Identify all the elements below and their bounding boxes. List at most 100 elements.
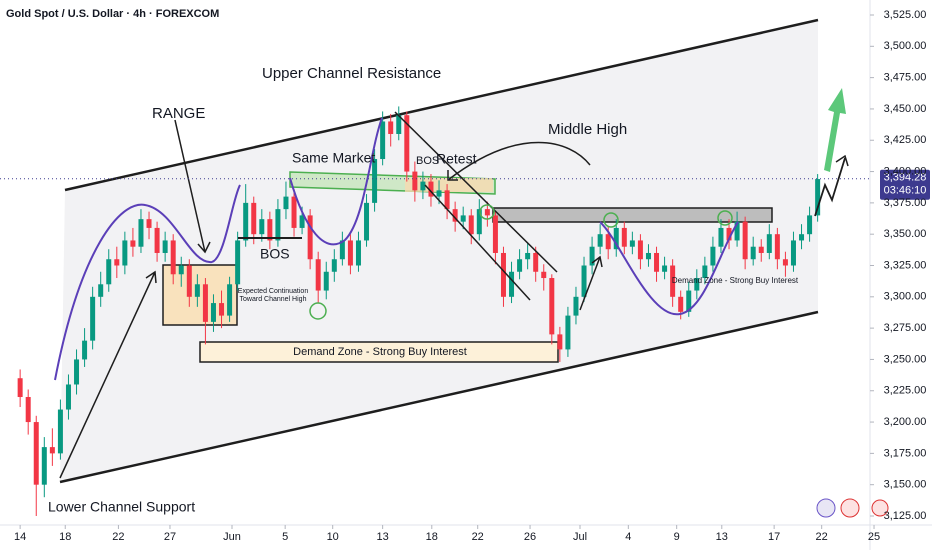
lower-channel-line — [59, 310, 819, 484]
x-tick-label: 13 — [377, 531, 389, 543]
candle-body — [799, 234, 805, 241]
curve — [599, 221, 739, 316]
y-tick-label: 3,450.00 — [884, 103, 927, 115]
candle-body — [436, 190, 442, 197]
annotation: Toward Channel High — [240, 296, 307, 303]
candle-body — [90, 296, 96, 341]
candle-body — [25, 397, 31, 423]
candle-body — [750, 246, 756, 260]
candle-body — [17, 378, 23, 398]
candle-body — [500, 252, 506, 297]
candle-body — [766, 234, 772, 253]
candle-body — [41, 447, 47, 485]
candle-body — [815, 179, 821, 216]
candle-body — [629, 240, 635, 247]
candle-body — [686, 290, 692, 312]
candle-body — [452, 209, 458, 222]
y-tick-label: 3,325.00 — [884, 259, 927, 271]
icon — [871, 499, 889, 517]
candle-body — [259, 219, 265, 235]
x-tick-label: 4 — [625, 531, 631, 543]
candle-body — [742, 221, 748, 260]
candle-body — [678, 296, 684, 312]
candle-body — [82, 340, 88, 360]
arrow-line — [579, 256, 601, 311]
candle-body — [154, 227, 160, 253]
candle-body — [283, 196, 289, 210]
candle-body — [114, 259, 120, 266]
y-tick-label: 3,250.00 — [884, 353, 927, 365]
candle-body — [355, 240, 361, 266]
x-tick-label: 22 — [112, 531, 124, 543]
candle-body — [702, 265, 708, 279]
icon — [840, 498, 860, 518]
descending-line — [424, 184, 531, 301]
arrow-line — [174, 119, 206, 253]
candle-body — [210, 303, 216, 322]
candle-body — [420, 181, 426, 191]
candle-body — [404, 115, 410, 172]
candle-body — [412, 171, 418, 191]
curve — [54, 203, 213, 381]
candle-body — [645, 252, 651, 260]
candle-body — [573, 296, 579, 316]
chart-title: Gold Spot / U.S. Dollar · 4h · FOREXCOM — [6, 8, 219, 20]
candle-body — [235, 240, 241, 285]
candle-body — [476, 209, 482, 235]
highlights — [309, 204, 733, 320]
x-tick-label: 13 — [716, 531, 728, 543]
candle-body — [65, 384, 71, 410]
candle-body — [251, 202, 257, 235]
candle-body — [364, 202, 370, 241]
candle-body — [637, 240, 643, 260]
x-tick-label: 9 — [674, 531, 680, 543]
candle-body — [694, 278, 700, 291]
annotation: Middle High — [548, 121, 627, 138]
candle-body — [122, 240, 128, 266]
candle-body — [372, 159, 378, 203]
candle-body — [468, 215, 474, 235]
x-tick-label: 14 — [14, 531, 26, 543]
x-tick-label: 10 — [327, 531, 339, 543]
y-tick-label: 3,350.00 — [884, 228, 927, 240]
candle-body — [315, 259, 321, 291]
candle-body — [307, 215, 313, 260]
candle-body — [299, 215, 305, 228]
candle-body — [533, 252, 539, 272]
candle-body — [243, 202, 249, 241]
candle-body — [484, 209, 490, 216]
arrow-head — [591, 255, 603, 268]
candle-body — [557, 334, 563, 350]
candle-body — [162, 240, 168, 253]
y-tick-label: 3,475.00 — [884, 72, 927, 84]
candle-body — [227, 284, 233, 316]
countdown: 03:46:10 — [884, 185, 927, 197]
candle-body — [541, 271, 547, 279]
range-box — [162, 264, 238, 326]
y-tick-label: 3,425.00 — [884, 134, 927, 146]
curve — [211, 184, 241, 263]
annotation: Lower Channel Support — [48, 499, 195, 515]
arrow-line — [59, 271, 156, 479]
candle-body — [509, 271, 515, 297]
y-tick-label: 3,375.00 — [884, 197, 927, 209]
candle-body — [347, 240, 353, 266]
y-tick-label: 3,150.00 — [884, 479, 927, 491]
x-tick-label: 26 — [524, 531, 536, 543]
candle-body — [202, 284, 208, 322]
channel-fill — [60, 20, 818, 482]
candle-body — [525, 252, 531, 260]
candle-body — [726, 227, 732, 241]
candle-body — [790, 240, 796, 266]
projection-zigzag — [814, 157, 846, 217]
price-label: 3,394.28 — [884, 172, 927, 184]
upper-channel-line — [64, 18, 819, 192]
candle-body — [492, 215, 498, 253]
annotation: Upper Channel Resistance — [262, 65, 441, 82]
candle-body — [662, 265, 668, 272]
resistance-bar — [492, 207, 773, 223]
candle-body — [331, 259, 337, 272]
highlight-circle — [603, 212, 619, 228]
candle-body — [734, 221, 740, 241]
